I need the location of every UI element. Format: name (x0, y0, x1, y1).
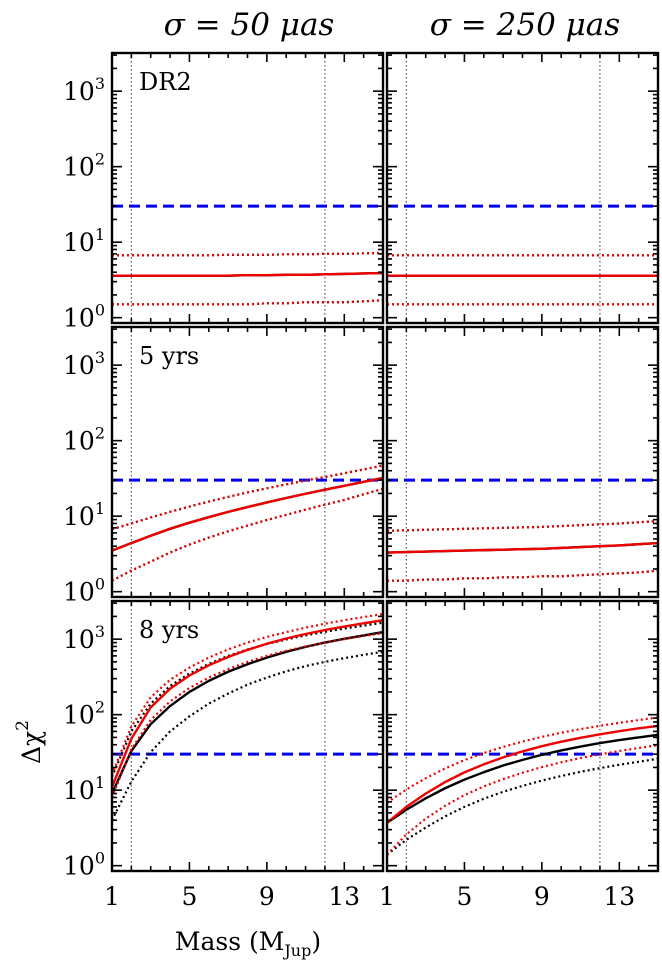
red-lower-curve (112, 487, 383, 582)
y-tick-label: 102 (63, 424, 105, 456)
x-tick-label: 9 (259, 882, 275, 911)
panel-frame (110, 599, 385, 873)
black-median-curve (112, 630, 383, 795)
black-lower-curve (387, 757, 658, 856)
red-upper-curve (387, 716, 658, 804)
y-tick-label: 103 (63, 74, 105, 106)
black-median-curve (387, 733, 658, 824)
x-tick-label: 1 (379, 882, 395, 911)
x-tick-label: 13 (603, 882, 635, 911)
panel-frame (385, 325, 660, 599)
axis-ticks (386, 601, 659, 871)
y-tick-label: 102 (63, 698, 105, 730)
y-tick-label: 103 (63, 348, 105, 380)
panel-frame (110, 51, 385, 325)
panel-label: DR2 (139, 68, 192, 96)
panel-0-1 (385, 51, 660, 325)
y-tick-label: 101 (63, 225, 105, 257)
panel-frame (385, 599, 660, 873)
panel-grid: DR2 5 yrs 8 yrs (110, 51, 660, 873)
red-median-curve (112, 619, 383, 788)
x-tick-label: 1 (104, 882, 120, 911)
black-upper-curve (112, 464, 383, 531)
y-axis-label: Δχ2 (13, 720, 46, 764)
panel-2-0: 8 yrs (110, 599, 385, 873)
tick-labels: 100 101 102 103 100 101 102 103 100 101 102 103 1 5 9 1… (63, 74, 635, 911)
panel-1-1 (385, 325, 660, 599)
x-axis-label: Mass (MJup) (175, 927, 321, 960)
column-title-right: σ = 250 μas (430, 7, 620, 43)
red-median-curve (387, 541, 658, 554)
column-title-left: σ = 50 μas (164, 7, 335, 43)
red-upper-curve (112, 464, 383, 531)
red-lower-curve (112, 299, 383, 306)
axis-ticks (386, 53, 659, 323)
red-lower-curve (112, 632, 383, 798)
y-tick-label: 101 (63, 499, 105, 531)
y-tick-label: 100 (63, 575, 105, 607)
panel-1-0: 5 yrs (110, 325, 385, 599)
panel-label: 5 yrs (139, 342, 199, 370)
x-tick-label: 5 (181, 882, 197, 911)
y-tick-label: 102 (63, 150, 105, 182)
y-tick-label: 101 (63, 773, 105, 805)
red-median-curve (112, 271, 383, 277)
panel-2-1 (385, 599, 660, 873)
black-median-curve (112, 476, 383, 552)
axis-ticks (386, 327, 659, 597)
red-median-curve (387, 724, 658, 824)
black-lower-curve (112, 650, 383, 821)
panel-label: 8 yrs (139, 616, 199, 644)
y-tick-label: 100 (63, 301, 105, 333)
panel-0-0: DR2 (110, 51, 385, 325)
red-lower-curve (387, 569, 658, 582)
red-upper-curve (112, 251, 383, 257)
red-upper-curve (112, 612, 383, 776)
red-lower-curve (387, 744, 658, 856)
panel-frame (110, 325, 385, 599)
red-median-curve (112, 476, 383, 552)
x-tick-label: 5 (456, 882, 472, 911)
y-tick-label: 100 (63, 849, 105, 881)
red-upper-curve (387, 520, 658, 532)
x-tick-label: 13 (328, 882, 360, 911)
panel-frame (385, 51, 660, 325)
x-tick-label: 9 (534, 882, 550, 911)
y-tick-label: 103 (63, 622, 105, 654)
